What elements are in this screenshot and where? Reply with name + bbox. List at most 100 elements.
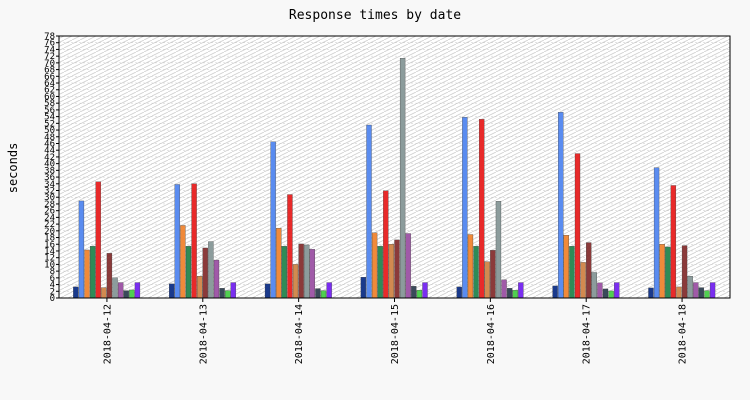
bar [490,250,496,299]
bar [383,190,389,299]
y-tick-label: 18 [44,234,55,244]
bar [101,287,107,299]
bar [552,285,558,299]
y-tick-label: 48 [44,133,55,143]
y-tick-label: 12 [44,254,55,264]
bar [298,243,304,299]
y-tick-label: 2 [50,287,55,297]
y-tick-label: 36 [44,173,55,183]
x-axis-ticks: 2018-04-12 2018-04-13 2018-04-14 2018-04-15… [102,298,689,364]
y-tick-label: 22 [44,220,55,230]
bar [276,227,282,299]
y-tick-label: 40 [44,160,55,170]
y-axis-label: seconds [6,143,20,194]
bar [377,246,383,299]
bar [112,277,118,299]
bar [73,286,79,299]
bar [580,262,586,299]
bar [518,282,524,299]
bar [597,282,603,299]
y-tick-label: 52 [44,119,55,129]
y-tick-label: 56 [44,106,55,116]
bar [304,244,310,299]
bar [698,287,705,299]
y-tick-label: 74 [44,45,55,55]
x-tick-label: 2018-04-14 [294,304,305,364]
bar [117,282,124,299]
bar [84,249,90,299]
bar [174,184,180,299]
bar [264,283,271,299]
y-tick-label: 28 [44,200,55,210]
bar [326,282,332,299]
bar [287,194,293,299]
y-tick-label: 54 [44,113,55,123]
bar [213,259,220,299]
bar [169,283,175,299]
bar [366,124,372,299]
y-tick-label: 38 [44,166,55,176]
y-tick-label: 16 [44,240,55,250]
bar [416,290,423,299]
y-tick-label: 4 [50,281,55,291]
bar [586,242,592,299]
y-tick-label: 60 [44,92,55,102]
bar [467,234,474,299]
bar [558,112,564,299]
x-tick-label: 2018-04-15 [390,304,401,364]
bar [281,246,287,299]
bar [270,141,276,299]
bar [479,119,485,299]
bar [693,282,699,299]
y-tick-label: 10 [44,260,55,270]
x-tick-label: 2018-04-13 [198,304,209,364]
bar [495,201,502,299]
y-tick-label: 72 [44,52,55,62]
bar [574,153,581,299]
bar [512,290,518,299]
y-tick-label: 24 [44,213,55,223]
bar [681,245,688,299]
bar [129,289,135,299]
bar [309,249,315,299]
bar [462,117,468,299]
bar [422,282,428,299]
y-tick-label: 44 [44,146,55,156]
bar [185,246,192,299]
bar [360,277,367,299]
bar [388,244,395,299]
bar [394,239,400,299]
bar [202,247,208,299]
bar [591,272,597,299]
bar [484,261,490,299]
bar [292,264,299,299]
y-tick-label: 50 [44,126,55,136]
bar [648,287,654,299]
y-tick-label: 8 [50,267,55,277]
y-tick-label: 62 [44,86,55,96]
bar [411,286,417,299]
bar [95,181,101,299]
y-tick-label: 14 [44,247,55,257]
y-tick-label: 20 [44,227,55,237]
bar [180,225,186,299]
bar [473,246,479,299]
y-tick-label: 58 [44,99,55,109]
bar [399,58,406,299]
y-tick-label: 30 [44,193,55,203]
y-tick-label: 42 [44,153,55,163]
bar [507,288,513,299]
bar [405,233,411,299]
bar [225,290,231,299]
bar [563,235,569,299]
bar [709,282,716,299]
bar [456,286,462,299]
bar [208,241,214,299]
bar [371,232,378,299]
y-tick-label: 70 [44,59,55,69]
y-tick-label: 34 [44,180,55,190]
y-tick-label: 46 [44,139,55,149]
bar [89,246,96,299]
bar [123,290,129,299]
